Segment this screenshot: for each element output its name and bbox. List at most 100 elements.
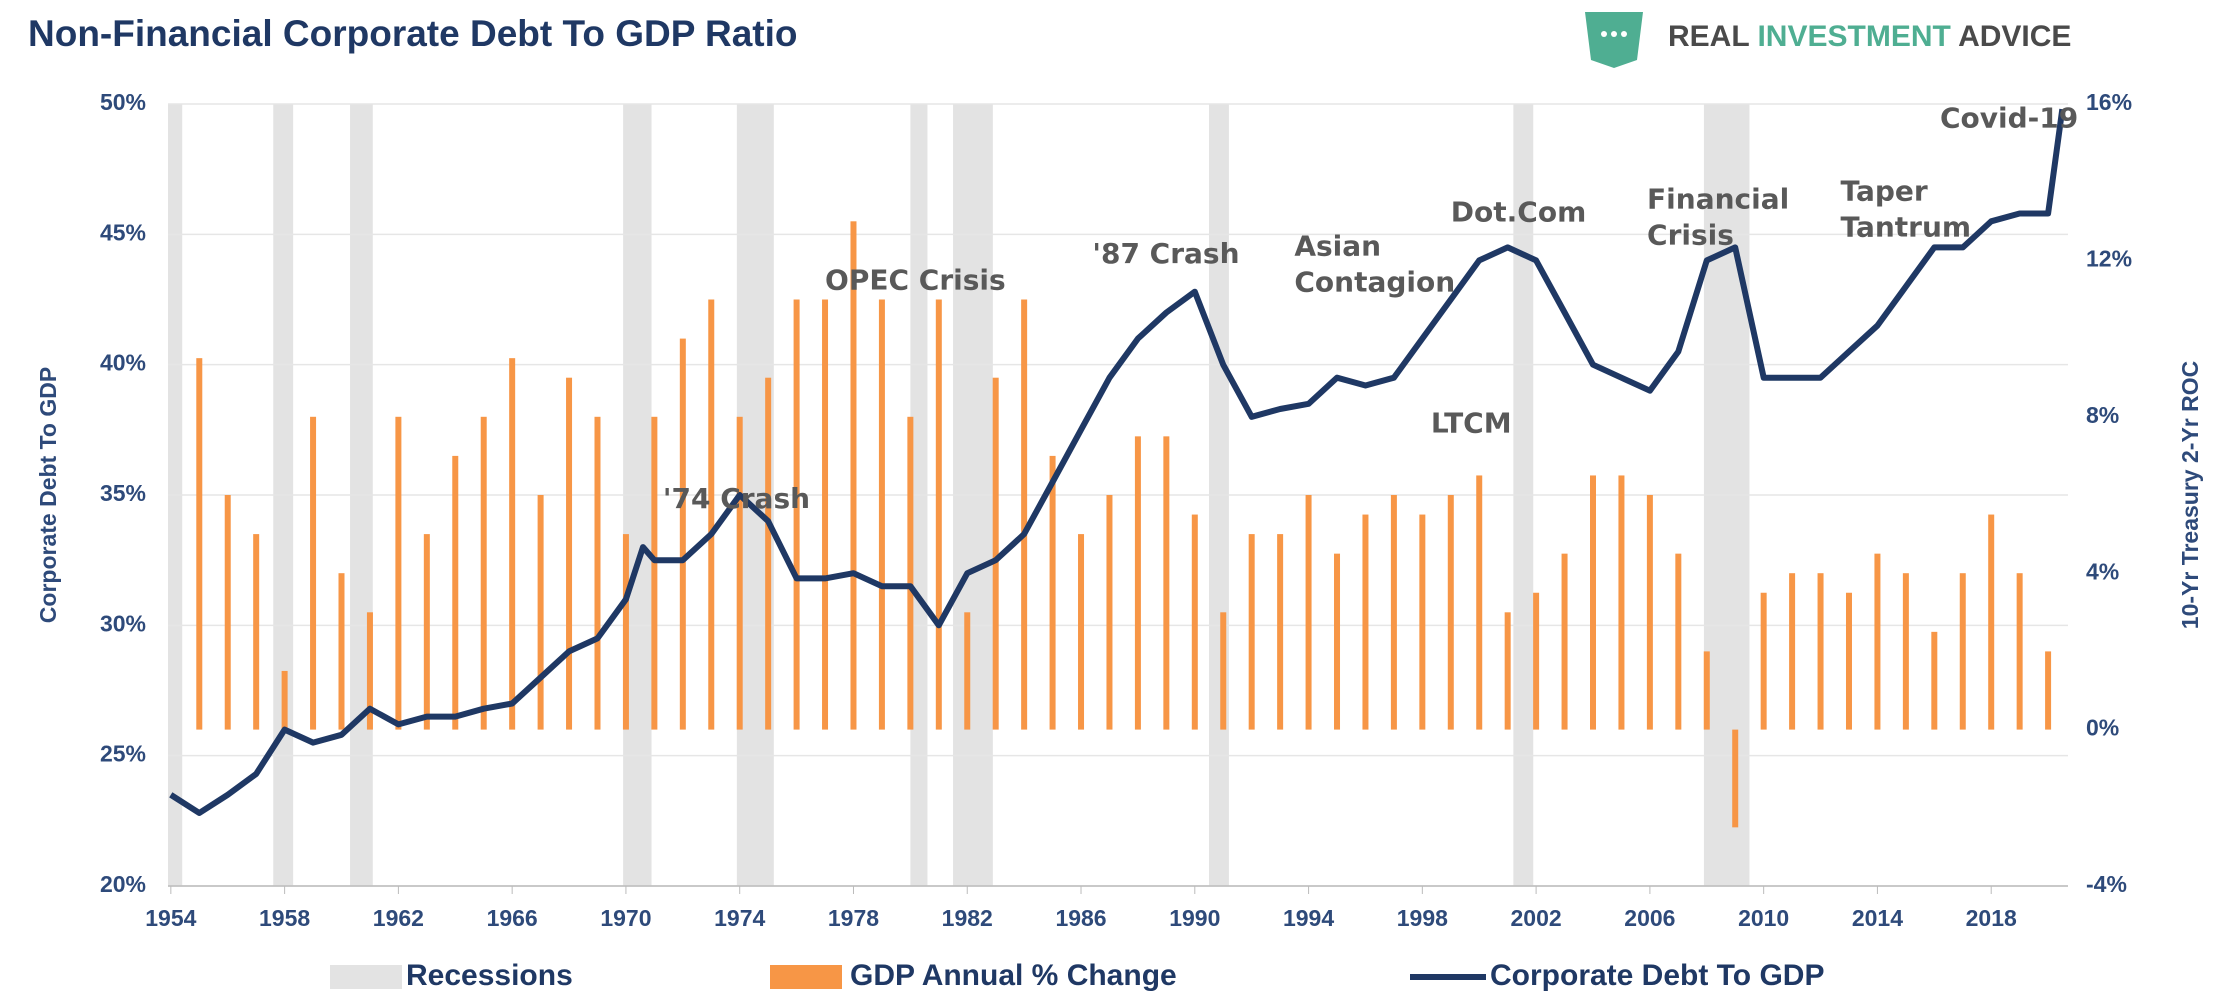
- annotation: Covid-19: [1940, 102, 2078, 135]
- y2-tick-label: 0%: [2086, 715, 2119, 741]
- bar: [736, 416, 743, 730]
- x-tick-label: 1966: [487, 905, 538, 931]
- annotation: '87 Crash: [1092, 237, 1239, 270]
- bar: [907, 416, 914, 730]
- x-tick-label: 2006: [1624, 905, 1675, 931]
- bar: [1760, 592, 1767, 730]
- bar: [878, 299, 885, 730]
- bar: [992, 377, 999, 730]
- y-tick-label: 35%: [100, 480, 146, 506]
- bar: [480, 416, 487, 730]
- bar: [395, 416, 402, 730]
- y-tick-label: 30%: [100, 610, 146, 636]
- bar: [1845, 592, 1852, 730]
- bar: [1646, 495, 1653, 730]
- bar: [1902, 573, 1909, 730]
- brand-word: INVESTMENT: [1757, 20, 1950, 53]
- legend-swatch: [770, 965, 842, 989]
- bar: [1134, 436, 1141, 730]
- bar: [1163, 436, 1170, 730]
- bar: [1703, 651, 1710, 730]
- logo-icon: [1585, 12, 1643, 68]
- bar: [1476, 475, 1483, 730]
- y-tick-label: 25%: [100, 741, 146, 767]
- x-tick-label: 1994: [1283, 905, 1334, 931]
- bar: [964, 612, 971, 730]
- bar: [1277, 534, 1284, 730]
- x-tick-label: 1970: [600, 905, 651, 931]
- x-tick-label: 1986: [1055, 905, 1106, 931]
- bar: [566, 377, 573, 730]
- y-tick-label: 45%: [100, 219, 146, 245]
- bar: [822, 299, 829, 730]
- x-tick-label: 2010: [1738, 905, 1789, 931]
- bar: [224, 495, 231, 730]
- bar: [1618, 475, 1625, 730]
- bar: [708, 299, 715, 730]
- legend-swatch: [330, 965, 402, 989]
- y-tick-label: 50%: [100, 89, 146, 115]
- x-tick-label: 2018: [1966, 905, 2017, 931]
- bar: [850, 221, 857, 730]
- annotation: LTCM: [1431, 407, 1512, 440]
- bar: [310, 416, 317, 730]
- y2-tick-label: 4%: [2086, 558, 2119, 584]
- annotation: Tantrum: [1840, 211, 1971, 244]
- annotation: Financial: [1647, 182, 1789, 215]
- annotation: Taper: [1840, 175, 1927, 208]
- annotation: Crisis: [1647, 218, 1734, 251]
- bar: [338, 573, 345, 730]
- bar: [1874, 553, 1881, 730]
- brand-word: ADVICE: [1958, 20, 2071, 53]
- bar: [622, 534, 629, 730]
- bar: [2045, 651, 2052, 730]
- bar: [1334, 553, 1341, 730]
- logo: REAL INVESTMENT ADVICE: [1585, 12, 2071, 68]
- annotation: OPEC Crisis: [825, 263, 1006, 296]
- y-tick-label: 20%: [100, 871, 146, 897]
- annotation: '74 Crash: [663, 482, 810, 515]
- line: [169, 108, 2066, 816]
- y2-axis-title: 10-Yr Treasury 2-Yr ROC: [2177, 361, 2203, 629]
- bar: [1390, 495, 1397, 730]
- y2-tick-label: 12%: [2086, 245, 2132, 271]
- bar: [1817, 573, 1824, 730]
- bar: [1447, 495, 1454, 730]
- bar: [1248, 534, 1255, 730]
- bar: [366, 612, 373, 730]
- bar: [1732, 729, 1739, 828]
- bar: [2016, 573, 2023, 730]
- bar: [1049, 455, 1056, 730]
- bar: [1362, 514, 1369, 730]
- bar: [423, 534, 430, 730]
- x-tick-label: 2002: [1511, 905, 1562, 931]
- bar: [1988, 514, 1995, 730]
- logo-dot: [1611, 31, 1617, 37]
- bar: [594, 416, 601, 730]
- bar: [1021, 299, 1028, 730]
- annotation: Contagion: [1294, 265, 1455, 298]
- bar: [1590, 475, 1596, 730]
- chart-title: Non-Financial Corporate Debt To GDP Rati…: [28, 13, 798, 54]
- logo-dot: [1601, 31, 1607, 37]
- x-tick-label: 2014: [1852, 905, 1903, 931]
- bar: [196, 358, 203, 730]
- bar: [452, 455, 459, 730]
- legend-label: Corporate Debt To GDP: [1490, 959, 1824, 992]
- bar: [1504, 612, 1511, 730]
- x-tick-label: 1998: [1397, 905, 1448, 931]
- brand-word: REAL: [1668, 20, 1749, 53]
- bar: [253, 534, 260, 730]
- bar: [765, 377, 772, 730]
- bar: [1789, 573, 1796, 730]
- y2-tick-label: 8%: [2086, 402, 2119, 428]
- bar: [1675, 553, 1682, 730]
- bar: [651, 416, 658, 730]
- x-tick-label: 1962: [373, 905, 424, 931]
- y-axis-title: Corporate Debt To GDP: [35, 367, 61, 623]
- bar: [1419, 514, 1426, 730]
- bar: [509, 358, 516, 730]
- bar: [281, 670, 288, 730]
- x-tick-label: 1974: [714, 905, 765, 931]
